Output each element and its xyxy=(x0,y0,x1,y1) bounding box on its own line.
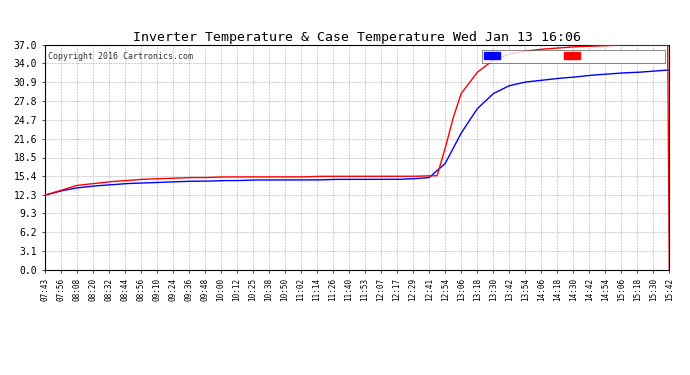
Text: Copyright 2016 Cartronics.com: Copyright 2016 Cartronics.com xyxy=(48,52,193,61)
Legend: Case  (°C), Inverter  (°C): Case (°C), Inverter (°C) xyxy=(482,50,664,63)
Title: Inverter Temperature & Case Temperature Wed Jan 13 16:06: Inverter Temperature & Case Temperature … xyxy=(133,31,581,44)
